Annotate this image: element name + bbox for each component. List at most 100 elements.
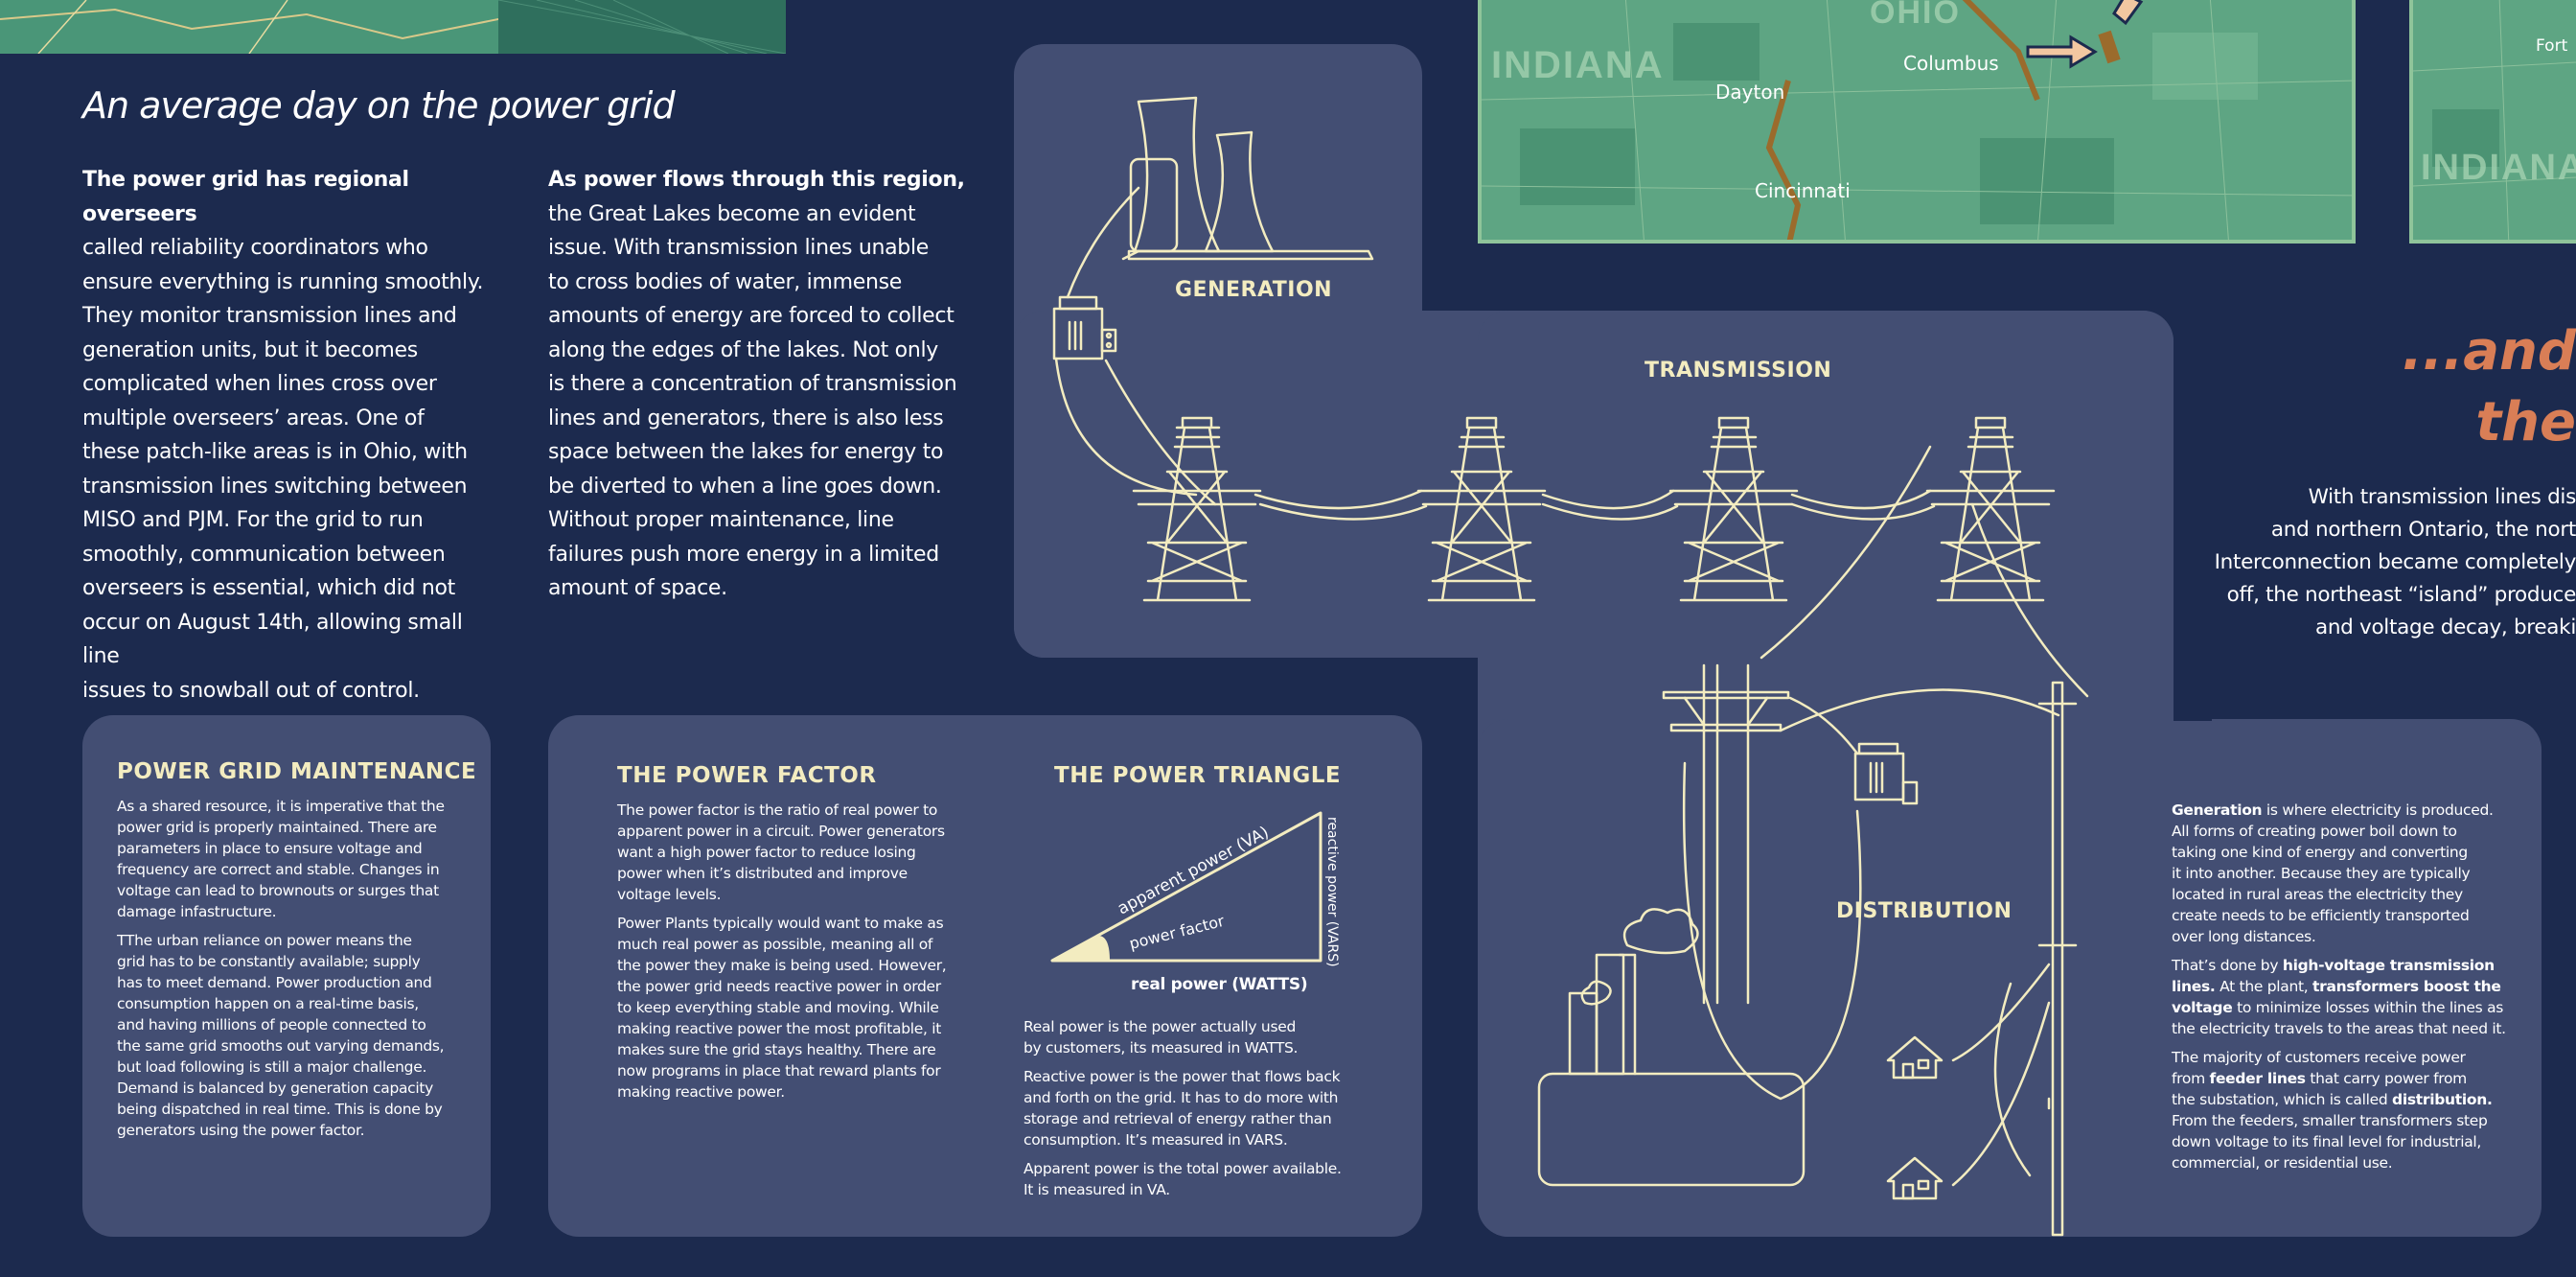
utility-pole-icon [2037, 681, 2078, 1237]
city-label-cincinnati: Cincinnati [1755, 179, 1851, 202]
power-triangle-diagram: apparent power (VA) power factor reactiv… [1050, 811, 1340, 967]
maintenance-line: but load following is still a major chal… [117, 1058, 427, 1076]
col2-line: lines and generators, there is also less [548, 406, 944, 430]
map-fragment-graphic [2413, 0, 2576, 240]
explanation-line: over long distances. [2172, 928, 2316, 945]
maintenance-line: damage infastructure. [117, 903, 277, 920]
power-factor-line: much real power as possible, meaning all… [617, 936, 933, 953]
city-label-columbus: Columbus [1903, 52, 1999, 75]
col2-line: along the edges of the lakes. Not only [548, 337, 939, 362]
explanation-line: All forms of creating power boil down to [2172, 823, 2457, 840]
power-factor-line: now programs in place that reward plants… [617, 1062, 941, 1080]
utility-pole-icon [1662, 663, 1790, 1005]
power-triangle-line: consumption. It’s measured in VARS. [1024, 1131, 1288, 1149]
transmission-tower-icon [1132, 416, 1262, 602]
power-factor-line: to keep everything stable and moving. Wh… [617, 999, 939, 1016]
transformer-icon [1052, 295, 1117, 360]
explanation-line: create needs to be efficiently transport… [2172, 907, 2470, 924]
power-factor-title: THE POWER FACTOR [617, 763, 877, 788]
col2-line: the Great Lakes become an evident [548, 201, 916, 226]
page-title: An average day on the power grid [82, 84, 676, 127]
col2-line: Without proper maintenance, line [548, 508, 894, 532]
maintenance-line: grid has to be constantly available; sup… [117, 953, 421, 970]
power-triangle-line: Apparent power is the total power availa… [1024, 1160, 1342, 1177]
transformer-term: voltage [2172, 999, 2233, 1016]
col1-lead: The power grid has regional overseers [82, 168, 409, 226]
generation-term: Generation [2172, 801, 2263, 819]
explanation-line: is where electricity is produced. [2262, 801, 2494, 819]
explanation-line: that carry power from [2305, 1070, 2467, 1087]
transmission-tower-icon [1668, 416, 1799, 602]
city-label-fort: Fort [2536, 36, 2568, 56]
col1-line: transmission lines switching between [82, 474, 468, 499]
map-fragment-right: INDIANA Fort [2409, 0, 2576, 244]
maintenance-line: frequency are correct and stable. Change… [117, 861, 440, 878]
arrow-right-icon [2026, 35, 2098, 69]
explanation-line: At the plant, [2215, 978, 2313, 995]
maintenance-title: POWER GRID MAINTENANCE [117, 759, 477, 784]
col1-line: occur on August 14th, allowing small lin… [82, 610, 463, 669]
power-factor-line: voltage levels. [617, 886, 722, 903]
transmission-label: TRANSMISSION [1644, 359, 1832, 383]
distribution-label: DISTRIBUTION [1836, 899, 2012, 923]
map-strip-graphic [0, 0, 815, 54]
section-intro-line: off, the northeast “island” produce [2226, 583, 2576, 607]
power-triangle-title: THE POWER TRIANGLE [1054, 763, 1342, 788]
col1-line: called reliability coordinators who [82, 236, 428, 260]
col1-line: ensure everything is running smoothly. [82, 269, 484, 294]
power-factor-line: the power they make is being used. Howev… [617, 957, 947, 974]
state-label-indiana: INDIANA [1491, 44, 1665, 86]
col2-line: failures push more energy in a limited [548, 542, 939, 567]
explanation-line: down voltage to its final level for indu… [2172, 1133, 2482, 1150]
col2-line: is there a concentration of transmission [548, 372, 957, 396]
col1-line: these patch-like areas is in Ohio, with [82, 440, 468, 464]
power-factor-line: makes sure the grid stays healthy. There… [617, 1041, 936, 1058]
cooling-towers-icon [1121, 96, 1374, 261]
explanation-line: the electricity travels to the areas tha… [2172, 1020, 2506, 1037]
power-triangle-line: and forth on the grid. It has to do more… [1024, 1089, 1339, 1106]
col1-line: multiple overseers’ areas. One of [82, 406, 425, 430]
power-factor-line: the power grid needs reactive power in o… [617, 978, 941, 995]
power-factor-line: power when it’s distributed and improve [617, 865, 908, 882]
power-factor-line: making reactive power. [617, 1083, 785, 1101]
transformer-term: transformers boost the [2312, 978, 2501, 995]
power-factor-angle [1052, 936, 1110, 961]
intro-column-2: As power flows through this region, the … [548, 163, 970, 606]
arrow-up-icon [2112, 0, 2144, 26]
power-factor-line: Power Plants typically would want to mak… [617, 915, 944, 932]
section-heading: ...and the [2300, 316, 2576, 458]
col2-line: be diverted to when a line goes down. [548, 474, 942, 499]
state-label-ohio: OHIO [1870, 0, 1961, 31]
col1-line: They monitor transmission lines and [82, 304, 457, 328]
maintenance-line: has to meet demand. Power production and [117, 974, 432, 991]
maintenance-body: As a shared resource, it is imperative t… [117, 796, 472, 1149]
power-factor-line: apparent power in a circuit. Power gener… [617, 823, 945, 840]
power-triangle-line: storage and retrieval of energy rather t… [1024, 1110, 1332, 1127]
maintenance-line: Demand is balanced by generation capacit… [117, 1080, 434, 1097]
col1-line: issues to snowball out of control. [82, 678, 420, 703]
transmission-term: high-voltage transmission [2282, 957, 2495, 974]
feeder-term: feeder lines [2209, 1070, 2307, 1087]
explanation-line: taking one kind of energy and converting [2172, 844, 2468, 861]
transmission-tower-icon [1416, 416, 1547, 602]
transmission-term: lines. [2172, 978, 2216, 995]
maintenance-panel: POWER GRID MAINTENANCE As a shared resou… [82, 715, 491, 1237]
map-strip [0, 0, 815, 54]
col1-line: complicated when lines cross over [82, 372, 437, 396]
maintenance-line: being dispatched in real time. This is d… [117, 1101, 443, 1118]
power-factor-line: The power factor is the ratio of real po… [617, 801, 938, 819]
explanation-line: from [2172, 1070, 2210, 1087]
house-icon [1886, 1156, 1944, 1200]
explanation-line: to minimize losses within the lines as [2232, 999, 2504, 1016]
intro-column-1: The power grid has regional overseers ca… [82, 163, 504, 708]
power-triangle-line: It is measured in VA. [1024, 1181, 1170, 1198]
ohio-map-graphic [1482, 0, 2352, 240]
ohio-map: INDIANA OHIO Dayton Columbus Cincinnati [1478, 0, 2356, 244]
real-power-label: real power (WATTS) [1131, 975, 1308, 994]
transformer-icon [1853, 742, 1919, 805]
info-panel [1478, 719, 2542, 1237]
col1-line: smoothly, communication between [82, 542, 446, 567]
maintenance-line: generators using the power factor. [117, 1122, 365, 1139]
explanation-line: the substation, which is called [2172, 1091, 2393, 1108]
power-triangle-line: Real power is the power actually used [1024, 1018, 1296, 1035]
